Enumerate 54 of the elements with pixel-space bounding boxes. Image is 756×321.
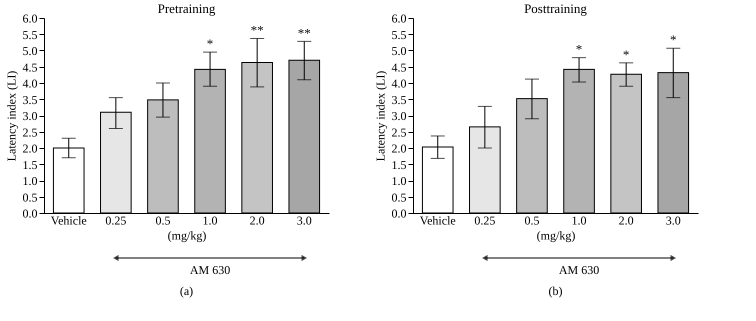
x-tick-label: 0.5 — [524, 214, 540, 228]
x-axis-title: (mg/kg) — [168, 228, 206, 242]
y-tick-label: 2.0 — [392, 142, 406, 156]
y-tick-label: 0.5 — [22, 190, 38, 204]
y-tick-label: 6.0 — [392, 12, 406, 26]
y-tick-label: 0.0 — [22, 206, 38, 220]
chart-title: Posttraining — [524, 1, 588, 16]
text: (b) — [548, 284, 562, 298]
x-tick-label: 0.25 — [474, 214, 496, 228]
x-tick-label: 2.0 — [618, 214, 634, 228]
y-tick-label: 4.0 — [392, 76, 406, 90]
x-tick-label: 0.5 — [155, 214, 170, 228]
y-tick-label: 3.0 — [22, 109, 38, 123]
y-tick-label: 4.0 — [22, 76, 38, 90]
y-axis-title: Latency index (LI) — [374, 70, 388, 162]
y-tick-label: 5.5 — [22, 28, 38, 42]
annotation: * — [622, 46, 630, 62]
text: (a) — [180, 284, 194, 298]
y-tick-label: 3.5 — [22, 92, 38, 107]
x-tick-label: 0.25 — [105, 214, 126, 228]
chart-title: Pretraining — [158, 1, 216, 16]
y-tick-label: 5.0 — [392, 44, 406, 58]
x-axis-title: (mg/kg) — [536, 228, 576, 242]
y-tick-label: 0.0 — [392, 206, 406, 220]
text: AM 630 — [558, 263, 600, 277]
y-tick-label: 2.5 — [22, 125, 38, 140]
annotation: * — [206, 36, 214, 52]
annotation: * — [670, 32, 677, 48]
y-tick-label: 3.0 — [392, 109, 406, 123]
y-tick-label: 6.0 — [22, 12, 38, 26]
x-tick-label: Vehicle — [420, 214, 456, 228]
y-tick-label: 5.0 — [22, 44, 38, 58]
annotation: * — [576, 42, 582, 57]
x-tick-label: 2.0 — [250, 214, 265, 228]
x-tick-label: 3.0 — [296, 214, 312, 228]
y-tick-label: 2.0 — [22, 142, 38, 156]
y-tick-label: 0.5 — [392, 190, 406, 204]
y-tick-label: 1.5 — [392, 158, 406, 172]
annotation: ** — [298, 25, 311, 40]
y-tick-label: 2.5 — [392, 125, 406, 140]
y-tick-label: 1.5 — [22, 158, 38, 172]
y-tick-label: 5.5 — [392, 28, 406, 42]
y-tick-label: 1.0 — [392, 174, 406, 188]
x-tick-label: 1.0 — [202, 214, 218, 228]
y-tick-label: 3.5 — [392, 92, 406, 107]
y-tick-label: 4.5 — [22, 60, 38, 74]
annotation: ** — [250, 22, 264, 38]
y-tick-label: 1.0 — [22, 174, 38, 188]
y-axis-title: Latency index (LI) — [4, 70, 18, 162]
y-tick-label: 4.5 — [392, 60, 406, 74]
x-tick-label: Vehicle — [50, 214, 87, 228]
x-tick-label: 1.0 — [572, 214, 587, 228]
x-tick-label: 3.0 — [666, 214, 681, 228]
text: AM 630 — [190, 263, 230, 277]
